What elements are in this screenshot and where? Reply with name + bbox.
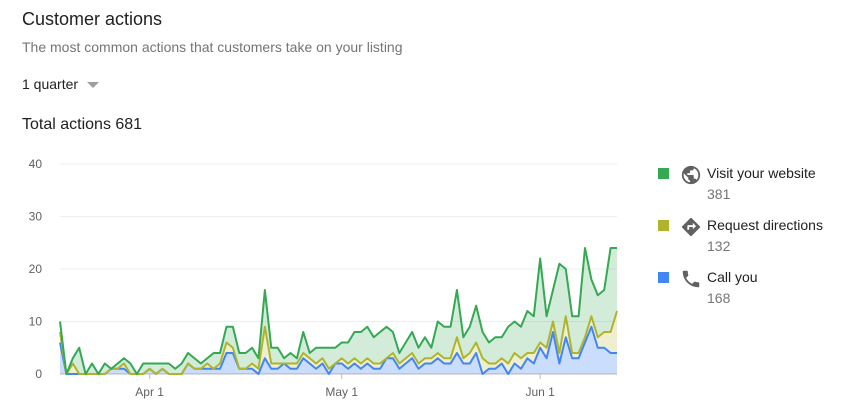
line-request-directions [59, 310, 618, 375]
directions-icon [681, 217, 701, 237]
legend-swatch-website [658, 168, 669, 179]
line-visit-your-website [59, 247, 617, 375]
legend-name-call: Call you [707, 269, 758, 285]
y-tick-label: 30 [29, 210, 43, 224]
legend-swatch-directions [658, 220, 669, 231]
legend-count-website: 381 [707, 186, 731, 202]
legend-name-directions: Request directions [707, 217, 823, 233]
phone-icon [682, 270, 700, 288]
actions-chart: 0 10 20 30 40 Apr 1 May 1 Jun 1 [29, 157, 618, 399]
legend-swatch-call [658, 272, 669, 283]
area-call-you [60, 326, 617, 374]
y-tick-label: 40 [29, 157, 43, 171]
globe-icon [681, 165, 701, 185]
y-tick-label: 10 [29, 315, 43, 329]
legend-name-website: Visit your website [707, 165, 816, 181]
total-actions: Total actions 681 [22, 116, 143, 133]
period-dropdown-value: 1 quarter [22, 76, 79, 92]
x-tick-label: Jun 1 [525, 385, 555, 399]
area-visit-your-website [60, 248, 617, 374]
page-subtitle: The most common actions that customers t… [22, 39, 403, 55]
legend-count-directions: 132 [707, 238, 731, 254]
page-title: Customer actions [22, 9, 163, 29]
legend-count-call: 168 [707, 290, 731, 306]
x-tick-label: Apr 1 [135, 385, 164, 399]
y-tick-label: 20 [29, 262, 43, 276]
period-dropdown[interactable]: 1 quarter [22, 76, 100, 92]
y-tick-label: 0 [35, 367, 42, 381]
x-tick-label: May 1 [325, 385, 358, 399]
dropdown-arrow-icon [87, 81, 100, 88]
